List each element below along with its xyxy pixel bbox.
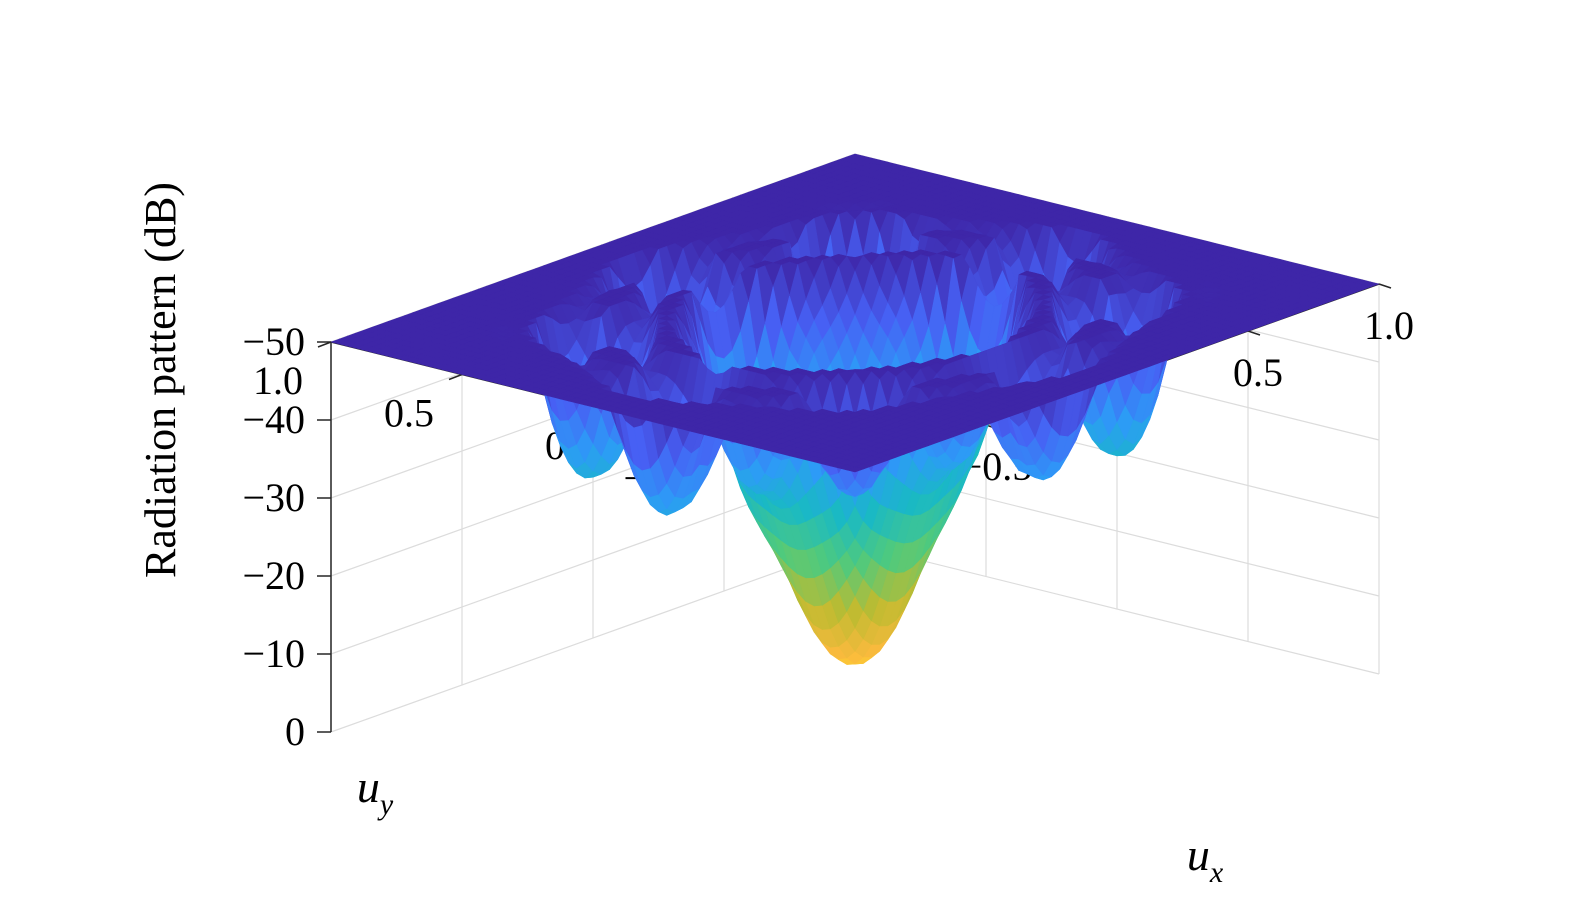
z-tick-label: −20: [242, 553, 305, 598]
x-tick: [1378, 283, 1392, 289]
surface-layer: [330, 153, 1380, 665]
z-tick-label: −50: [242, 319, 305, 364]
x-tick-label: 1.0: [1364, 303, 1414, 348]
y-tick: [317, 341, 332, 348]
y-tick-label: 1.0: [253, 358, 303, 403]
z-tick-label: −40: [242, 397, 305, 442]
x-tick-label: 0.5: [1233, 350, 1283, 395]
z-tick-label: 0: [285, 709, 305, 754]
x-axis-subscript: x: [1209, 856, 1224, 889]
z-tick-label: −10: [242, 631, 305, 676]
z-axis-title: Radiation pattern (dB): [136, 182, 185, 578]
y-axis-symbol: u: [357, 761, 380, 812]
grid-line-z: [330, 543, 856, 733]
y-tick-label: 0.5: [384, 391, 434, 436]
x-tick: [1247, 330, 1261, 336]
y-axis-title: uy: [357, 761, 394, 821]
x-axis-title: ux: [1187, 829, 1224, 889]
x-axis-symbol: u: [1187, 829, 1210, 880]
y-tick: [448, 373, 463, 381]
grid-line-z: [854, 543, 1380, 675]
y-axis-subscript: y: [377, 788, 394, 821]
z-tick-label: −30: [242, 475, 305, 520]
